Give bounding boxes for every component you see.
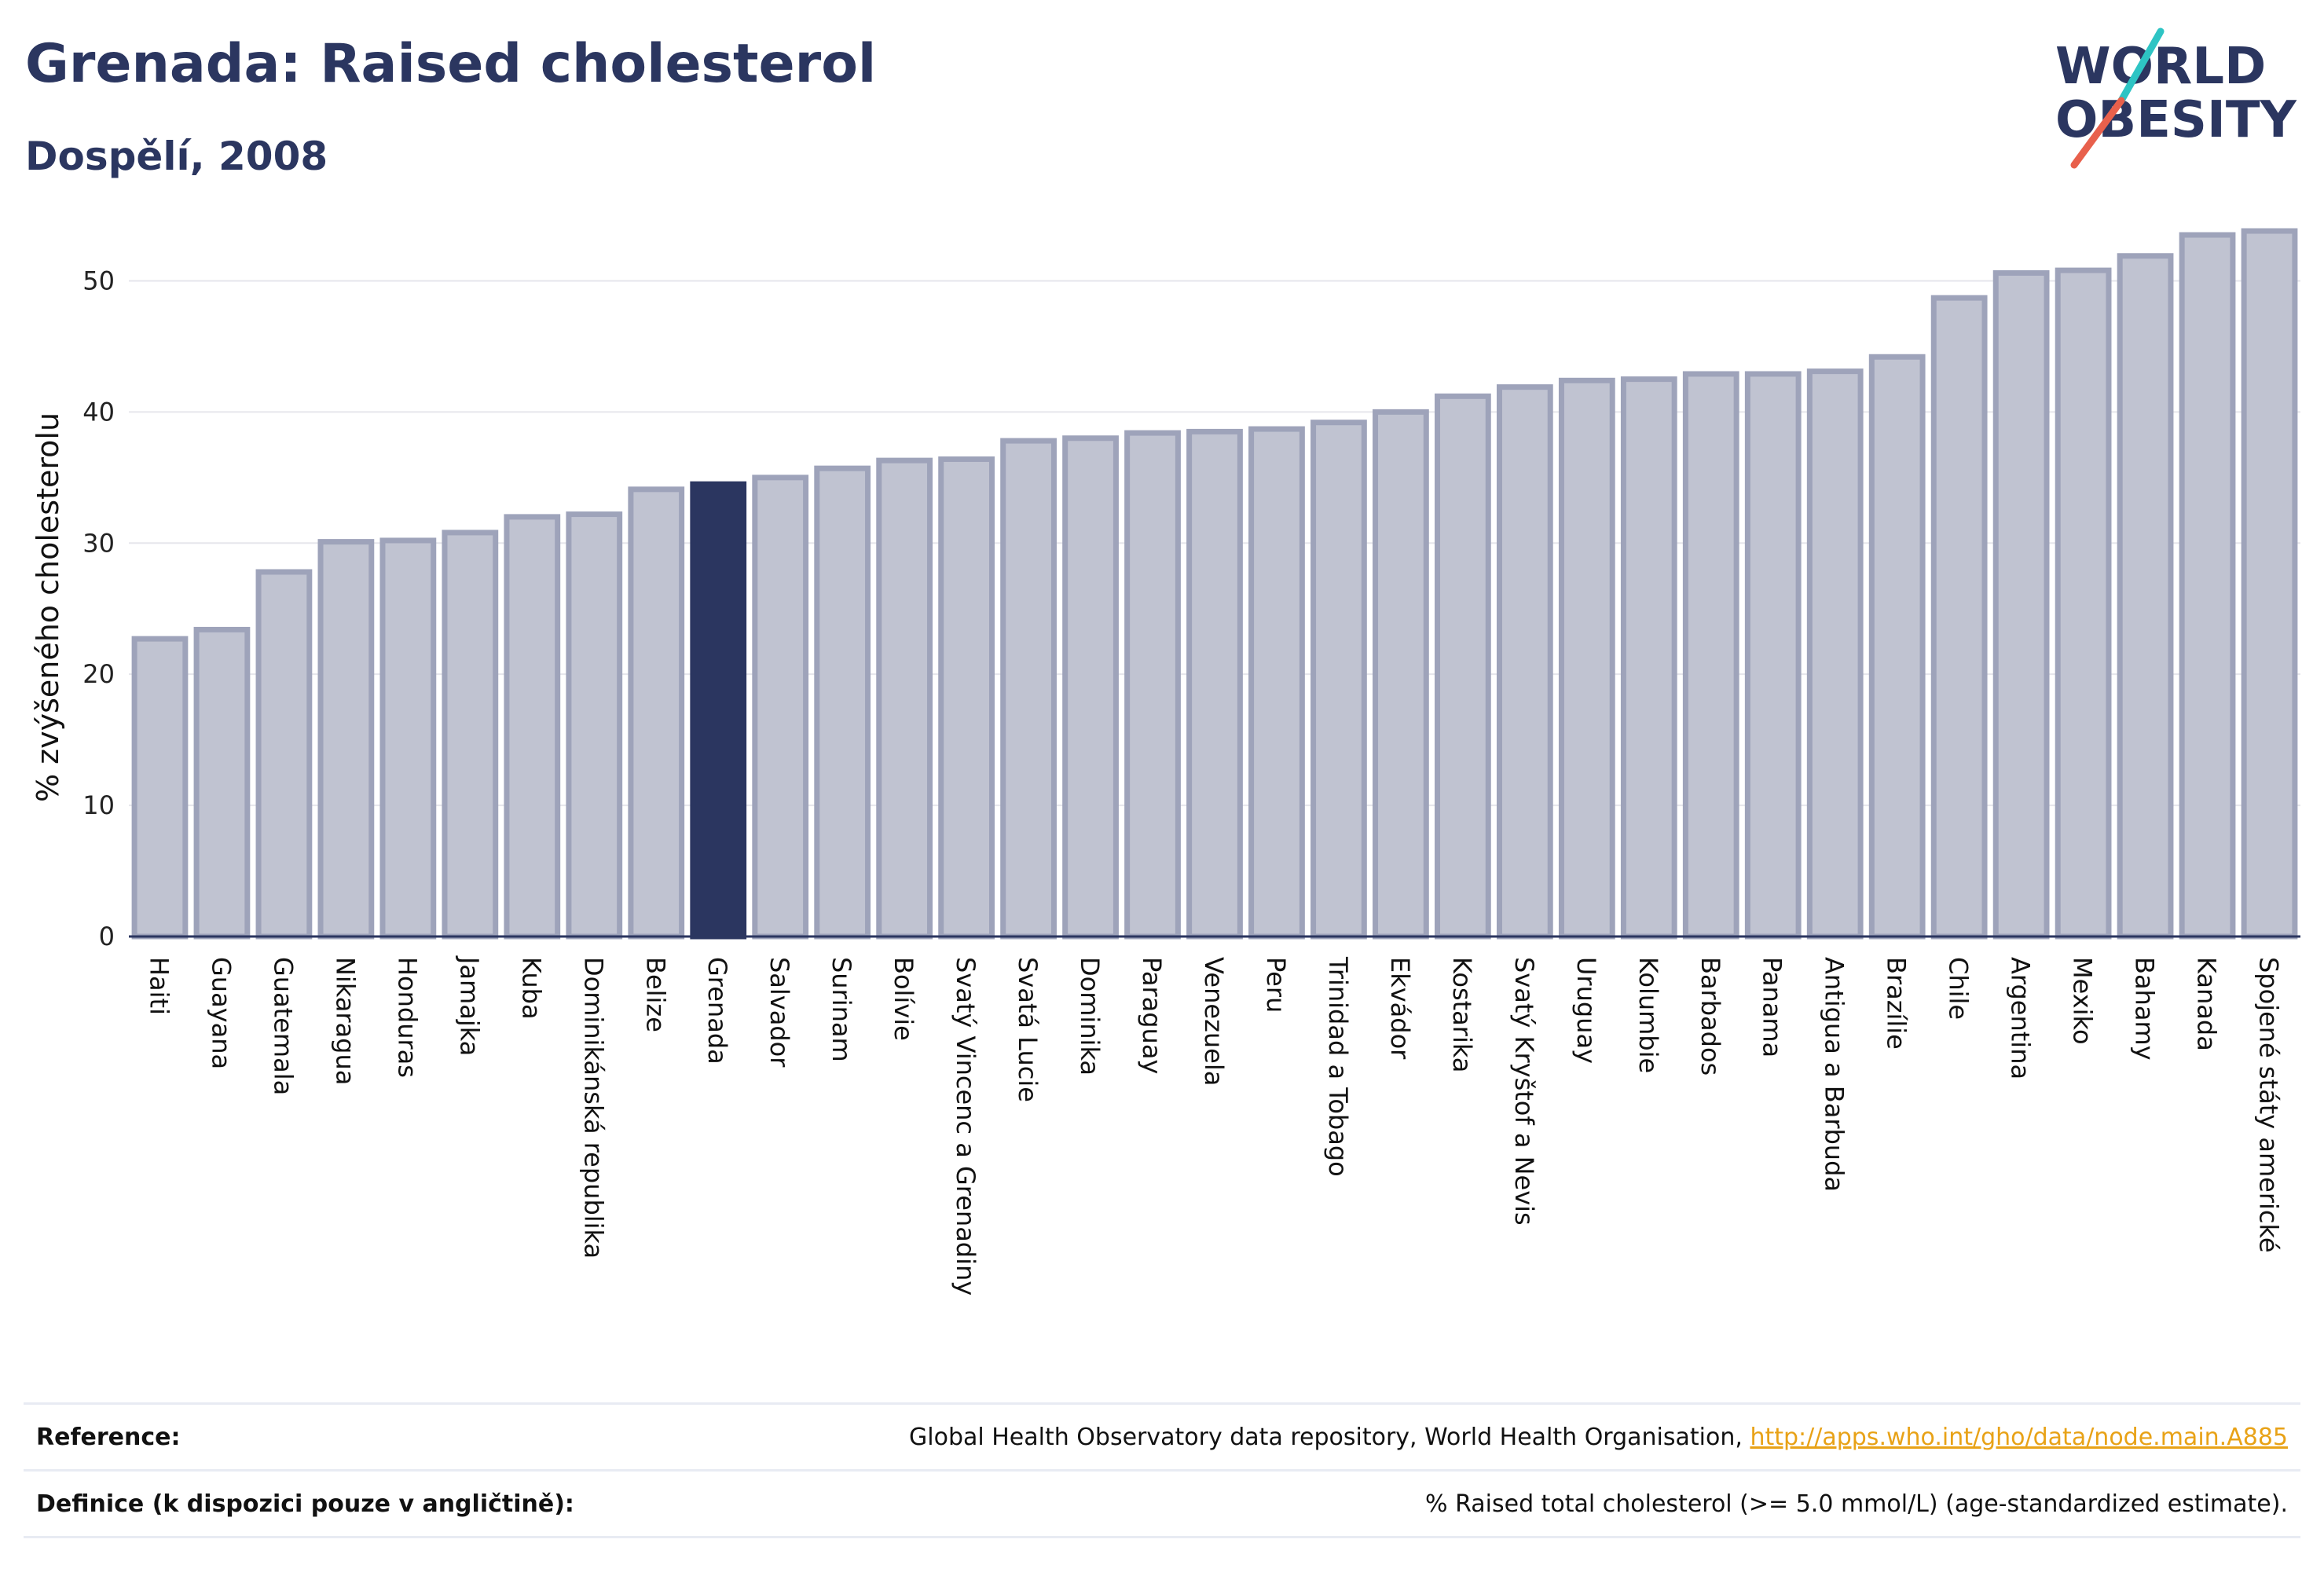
bar <box>504 514 561 940</box>
x-tick-label: Kostarika <box>1447 957 1477 1072</box>
bar <box>1124 430 1181 940</box>
x-tick-label: Panama <box>1758 957 1787 1057</box>
x-tick-label: Belize <box>640 957 670 1032</box>
y-tick-label: 10 <box>82 790 115 820</box>
x-tick-label: Guayana <box>206 957 236 1069</box>
logo-slash-coral <box>2070 97 2125 169</box>
y-tick-label: 0 <box>99 922 115 951</box>
x-tick-label: Venezuela <box>1199 957 1229 1086</box>
bar <box>1186 428 1243 940</box>
bar <box>379 537 437 940</box>
y-tick-label: 50 <box>82 266 115 295</box>
bar <box>1992 269 2050 940</box>
bar-highlighted <box>690 481 747 940</box>
bar <box>317 539 375 940</box>
bar <box>876 457 933 940</box>
chart-title: Grenada: Raised cholesterol <box>25 33 877 95</box>
x-tick-label: Peru <box>1261 957 1291 1013</box>
bar <box>814 465 871 940</box>
chart-subtitle: Dospělí, 2008 <box>25 134 328 179</box>
bar <box>1435 393 1491 940</box>
x-tick-label: Chile <box>1944 957 1974 1020</box>
y-tick-label: 20 <box>82 659 115 689</box>
x-tick-label: Svatý Kryštof a Nevis <box>1509 957 1539 1226</box>
bar <box>2117 253 2174 940</box>
x-tick-label: Kanada <box>2192 957 2222 1051</box>
bar <box>628 486 685 940</box>
x-tick-label: Kolumbie <box>1633 957 1663 1073</box>
x-tick-label: Antigua a Barbuda <box>1820 957 1849 1192</box>
world-obesity-logo: WORLD OBESITY <box>2055 27 2297 169</box>
bar <box>566 511 623 940</box>
bar <box>1868 354 1926 940</box>
y-axis-ticks: 0 10 20 30 40 50 <box>82 266 115 951</box>
x-tick-label: Surinam <box>827 957 856 1062</box>
bar <box>1806 368 1864 940</box>
x-tick-label: Dominika <box>1075 957 1105 1076</box>
x-tick-label: Dominikánská republika <box>578 957 608 1259</box>
x-tick-label: Argentina <box>2006 957 2036 1079</box>
x-tick-label: Barbados <box>1695 957 1725 1076</box>
reference-text: Global Health Observatory data repositor… <box>909 1423 1750 1451</box>
bar <box>1373 409 1429 940</box>
x-tick-label: Ekvádor <box>1385 957 1415 1060</box>
x-tick-label: Svatá Lucie <box>1013 957 1043 1102</box>
x-tick-label: Spojené státy americké <box>2254 957 2284 1253</box>
bar <box>2055 267 2112 940</box>
x-tick-label: Grenada <box>702 957 732 1065</box>
x-tick-label: Bahamy <box>2130 957 2160 1061</box>
bar <box>938 456 995 940</box>
bar <box>1000 438 1057 940</box>
bar <box>442 530 499 940</box>
bar <box>1310 420 1367 940</box>
bar <box>1744 371 1802 940</box>
bar <box>1930 295 1988 940</box>
bar <box>1558 377 1615 940</box>
bar <box>1248 426 1305 940</box>
x-tick-label: Salvador <box>764 957 794 1068</box>
bar <box>752 475 809 940</box>
reference-link[interactable]: http://apps.who.int/gho/data/node.main.A… <box>1750 1423 2288 1451</box>
definition-label: Definice (k dispozici pouze v angličtině… <box>36 1490 574 1518</box>
y-tick-label: 40 <box>82 397 115 427</box>
x-tick-label: Svatý Vincenc a Grenadiny <box>951 957 981 1296</box>
x-tick-label: Kuba <box>516 957 546 1020</box>
bar <box>1062 435 1119 940</box>
x-tick-label: Mexiko <box>2068 957 2098 1045</box>
bar <box>1620 376 1677 940</box>
y-tick-label: 30 <box>82 528 115 558</box>
definition-row: Definice (k dispozici pouze v angličtině… <box>24 1469 2300 1538</box>
bar-chart: 0 10 20 30 40 50 Haiti Guayana Guatemala Nikarag… <box>31 228 2300 1296</box>
x-tick-label: Trinidad a Tobago <box>1323 956 1353 1177</box>
y-axis-label: % zvýšeného cholesterolu <box>31 412 65 802</box>
x-tick-label: Guatemala <box>268 957 298 1095</box>
x-tick-label: Bolívie <box>889 957 918 1041</box>
reference-label: Reference: <box>36 1423 181 1451</box>
logo-line-world: WORLD <box>2055 38 2266 96</box>
logo-slash-teal <box>2117 27 2165 104</box>
x-tick-label: Uruguay <box>1571 957 1601 1064</box>
bar <box>1496 384 1553 940</box>
x-tick-label: Honduras <box>392 957 422 1078</box>
reference-row: Reference: Global Health Observatory dat… <box>24 1402 2300 1469</box>
reference-value: Global Health Observatory data repositor… <box>909 1424 2300 1451</box>
definition-text: % Raised total cholesterol (>= 5.0 mmol/… <box>1425 1490 2288 1518</box>
bars <box>131 228 2298 940</box>
x-tick-label: Paraguay <box>1137 957 1167 1074</box>
bar <box>193 626 251 940</box>
bar <box>131 636 189 940</box>
x-tick-label: Brazílie <box>1882 957 1912 1050</box>
bar <box>2179 232 2236 940</box>
bar <box>1682 371 1739 940</box>
x-tick-label: Jamajka <box>454 955 484 1056</box>
footer: Reference: Global Health Observatory dat… <box>24 1402 2300 1538</box>
x-axis-ticks: Haiti Guayana Guatemala Nikaragua Honduras Ja… <box>144 955 2283 1296</box>
x-tick-label: Haiti <box>144 957 174 1015</box>
bar <box>255 569 313 940</box>
x-tick-label: Nikaragua <box>330 957 360 1085</box>
bar <box>2241 228 2298 940</box>
